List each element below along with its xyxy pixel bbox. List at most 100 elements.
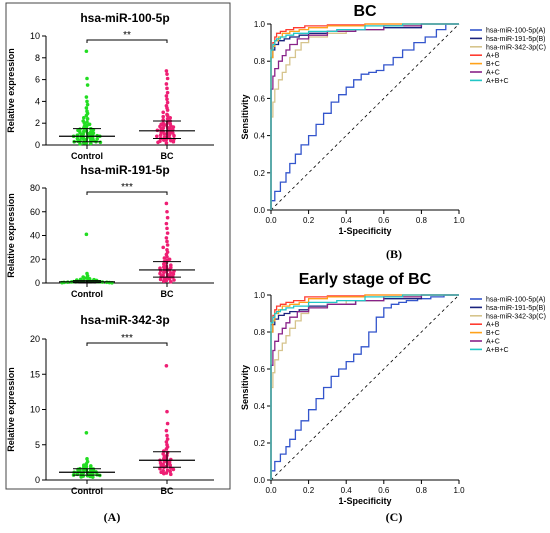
data-point-bc bbox=[169, 472, 173, 477]
data-point-control bbox=[82, 115, 86, 120]
data-point-bc bbox=[162, 138, 166, 142]
data-point-control bbox=[82, 121, 87, 125]
legend-label: B+C bbox=[486, 330, 500, 337]
panel-a-frame bbox=[5, 2, 231, 490]
x-tick-label: BC bbox=[161, 289, 174, 299]
data-point-bc bbox=[171, 125, 176, 129]
y-tick-label: 15 bbox=[30, 369, 40, 379]
data-point-bc bbox=[162, 270, 166, 275]
legend-label: hsa-miR-100-5p(A) bbox=[486, 28, 546, 35]
legend-label: hsa-miR-191-5p(B) bbox=[486, 36, 546, 43]
x-tick-label: 0.0 bbox=[265, 486, 277, 495]
data-point-bc bbox=[172, 278, 176, 282]
reference-diagonal bbox=[270, 23, 460, 211]
data-point-bc bbox=[158, 466, 162, 471]
data-point-bc bbox=[165, 90, 170, 95]
y-axis-label: Relative expression bbox=[6, 48, 16, 133]
data-point-bc bbox=[162, 262, 166, 266]
data-point-bc bbox=[161, 245, 165, 250]
y-tick-label: 0.8 bbox=[254, 57, 266, 66]
y-tick-label: 5 bbox=[35, 440, 40, 450]
roc-curve-ac bbox=[270, 23, 459, 210]
y-tick-label: 0.0 bbox=[254, 206, 266, 215]
data-point-control bbox=[84, 106, 89, 110]
data-point-control bbox=[78, 142, 82, 146]
data-point-bc bbox=[158, 124, 162, 129]
roc-chart-early-bc: Early stage of BC Sensitivity 1-Specificit… bbox=[240, 271, 546, 506]
y-axis-label: Sensitivity bbox=[240, 94, 250, 139]
data-point-bc bbox=[165, 76, 170, 81]
chart-title: hsa-miR-342-3p bbox=[80, 313, 169, 327]
data-point-control bbox=[82, 465, 86, 470]
panel-label-b: (B) bbox=[386, 247, 402, 261]
panel-label-a: (A) bbox=[104, 510, 121, 524]
data-point-bc bbox=[165, 239, 169, 244]
data-point-bc bbox=[165, 117, 170, 121]
y-tick-label: 4 bbox=[35, 96, 40, 106]
legend-label: A+B+C bbox=[486, 347, 509, 354]
data-point-bc bbox=[165, 409, 169, 414]
legend-label: A+C bbox=[486, 70, 500, 77]
significance-label: *** bbox=[121, 182, 133, 193]
y-axis-label: Relative expression bbox=[6, 367, 16, 452]
y-tick-label: 0.6 bbox=[254, 94, 266, 103]
x-tick-label: 0.0 bbox=[265, 216, 277, 225]
data-point-control bbox=[85, 83, 90, 87]
data-point-control bbox=[85, 117, 90, 121]
x-tick-label: 0.4 bbox=[341, 486, 353, 495]
scatter-chart-mir100: hsa-miR-100-5p Relative expression 0 2 4 6 8 10… bbox=[6, 11, 214, 161]
y-tick-label: 1.0 bbox=[254, 291, 266, 300]
y-tick-label: 20 bbox=[30, 334, 40, 344]
data-point-control bbox=[84, 95, 89, 99]
roc-curve-mir100 bbox=[270, 294, 459, 480]
x-tick-label: Control bbox=[71, 151, 103, 161]
data-point-control bbox=[82, 126, 86, 130]
data-point-bc bbox=[164, 236, 169, 240]
x-tick-label: Control bbox=[71, 486, 103, 496]
legend-label: A+C bbox=[486, 339, 500, 346]
data-point-bc bbox=[165, 433, 169, 438]
data-point-bc bbox=[169, 280, 173, 284]
y-tick-label: 1.0 bbox=[254, 20, 266, 29]
y-tick-label: 0.6 bbox=[254, 365, 266, 374]
y-tick-label: 40 bbox=[30, 231, 40, 241]
x-tick-label: 1.0 bbox=[453, 486, 465, 495]
y-tick-label: 0.0 bbox=[254, 476, 266, 485]
x-tick-label: Control bbox=[71, 289, 103, 299]
data-point-bc bbox=[164, 141, 169, 145]
data-point-control bbox=[82, 137, 86, 142]
x-tick-label: 0.2 bbox=[303, 216, 315, 225]
x-tick-label: 0.4 bbox=[341, 216, 353, 225]
roc-curve-abc bbox=[270, 294, 459, 480]
data-point-bc bbox=[155, 134, 159, 139]
y-tick-label: 0 bbox=[35, 140, 40, 150]
data-point-bc bbox=[162, 471, 166, 476]
chart-title: hsa-miR-100-5p bbox=[80, 11, 169, 25]
data-point-bc bbox=[165, 421, 170, 426]
legend-label: A+B bbox=[486, 53, 500, 60]
data-point-bc bbox=[156, 140, 160, 145]
data-point-bc bbox=[171, 467, 176, 472]
legend-label: hsa-miR-191-5p(B) bbox=[486, 305, 546, 312]
x-tick-label: 0.8 bbox=[416, 486, 428, 495]
data-point-control bbox=[84, 430, 89, 435]
data-point-control bbox=[79, 132, 83, 137]
chart-title: Early stage of BC bbox=[299, 271, 432, 288]
data-point-control bbox=[84, 232, 89, 237]
x-axis-label: 1-Specificity bbox=[338, 496, 391, 506]
data-point-bc bbox=[171, 131, 175, 135]
roc-curve-ac bbox=[270, 294, 459, 480]
data-point-control bbox=[84, 113, 89, 118]
y-axis-label: Relative expression bbox=[6, 193, 16, 278]
data-point-bc bbox=[159, 130, 163, 135]
roc-curve-mir100 bbox=[270, 23, 459, 210]
significance-bracket bbox=[86, 342, 168, 346]
scatter-chart-mir191: hsa-miR-191-5p Relative expression 0 20 40 60… bbox=[6, 163, 214, 299]
data-point-bc bbox=[164, 440, 169, 444]
scatter-chart-mir342: hsa-miR-342-3p Relative expression 0 5 10 15 2… bbox=[6, 313, 214, 496]
panel-label-c: (C) bbox=[386, 510, 403, 524]
data-point-control bbox=[85, 99, 89, 104]
data-point-bc bbox=[162, 123, 166, 128]
data-point-bc bbox=[158, 133, 163, 137]
x-tick-label: 0.6 bbox=[378, 216, 390, 225]
